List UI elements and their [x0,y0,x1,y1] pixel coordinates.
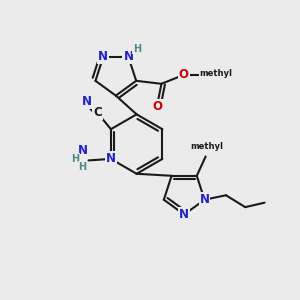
Text: N: N [78,144,88,158]
Text: O: O [179,68,189,81]
Text: methyl: methyl [191,142,224,151]
Text: N: N [98,50,108,63]
Text: H: H [133,44,141,54]
Text: methyl: methyl [199,69,232,78]
Text: N: N [82,95,92,108]
Text: O: O [152,100,162,112]
Text: N: N [123,50,134,63]
Text: N: N [106,152,116,165]
Text: N: N [200,193,209,206]
Text: H: H [78,162,86,172]
Text: C: C [93,106,102,119]
Text: N: N [179,208,189,221]
Text: H: H [71,154,79,164]
